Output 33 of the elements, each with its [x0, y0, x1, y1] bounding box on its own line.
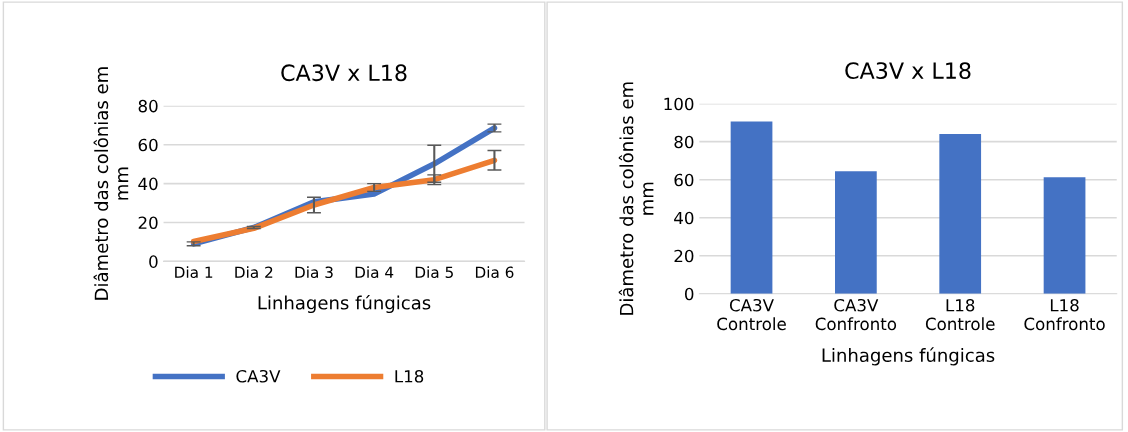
y-tick-label: 60	[674, 173, 694, 187]
y-tick-label: 40	[674, 211, 694, 225]
y-axis-title: Diâmetro das colônias em mm	[618, 82, 654, 315]
bar	[835, 171, 877, 294]
y-tick-label: 100	[664, 97, 694, 111]
x-tick-label: L18 Controle	[925, 298, 995, 331]
x-tick-label: CA3V Confronto	[815, 298, 897, 331]
x-tick-label: L18 Confronto	[1024, 298, 1105, 331]
legend-label: CA3V	[236, 369, 281, 383]
x-tick-label: Dia 5	[415, 266, 453, 279]
y-tick-label: 20	[138, 216, 158, 230]
y-tick-label: 0	[684, 287, 694, 301]
bar	[1043, 177, 1086, 294]
legend-label: L18	[395, 369, 424, 383]
y-tick-label: 0	[149, 255, 158, 268]
bar	[939, 134, 982, 294]
x-tick-label: Dia 4	[355, 266, 394, 279]
chart-title: CA3V x L18	[281, 64, 407, 82]
y-axis-title: Diâmetro das colônias em mm	[93, 67, 129, 300]
x-tick-label: CA3V Controle	[717, 298, 786, 331]
y-tick-label: 60	[138, 138, 158, 152]
y-tick-label: 20	[674, 249, 694, 263]
bar	[730, 121, 773, 294]
chart-title: CA3V x L18	[845, 62, 971, 79]
x-axis-title: Linhagens fúngicas	[822, 347, 995, 366]
y-tick-label: 80	[138, 99, 158, 113]
x-tick-label: Dia 2	[235, 266, 273, 279]
y-tick-label: 40	[138, 177, 158, 191]
x-tick-label: Dia 3	[295, 266, 333, 279]
x-tick-label: Dia 1	[175, 266, 213, 279]
x-axis-title: Linhagens fúngicas	[258, 294, 431, 314]
y-tick-label: 80	[674, 135, 694, 149]
x-tick-label: Dia 6	[475, 266, 514, 279]
